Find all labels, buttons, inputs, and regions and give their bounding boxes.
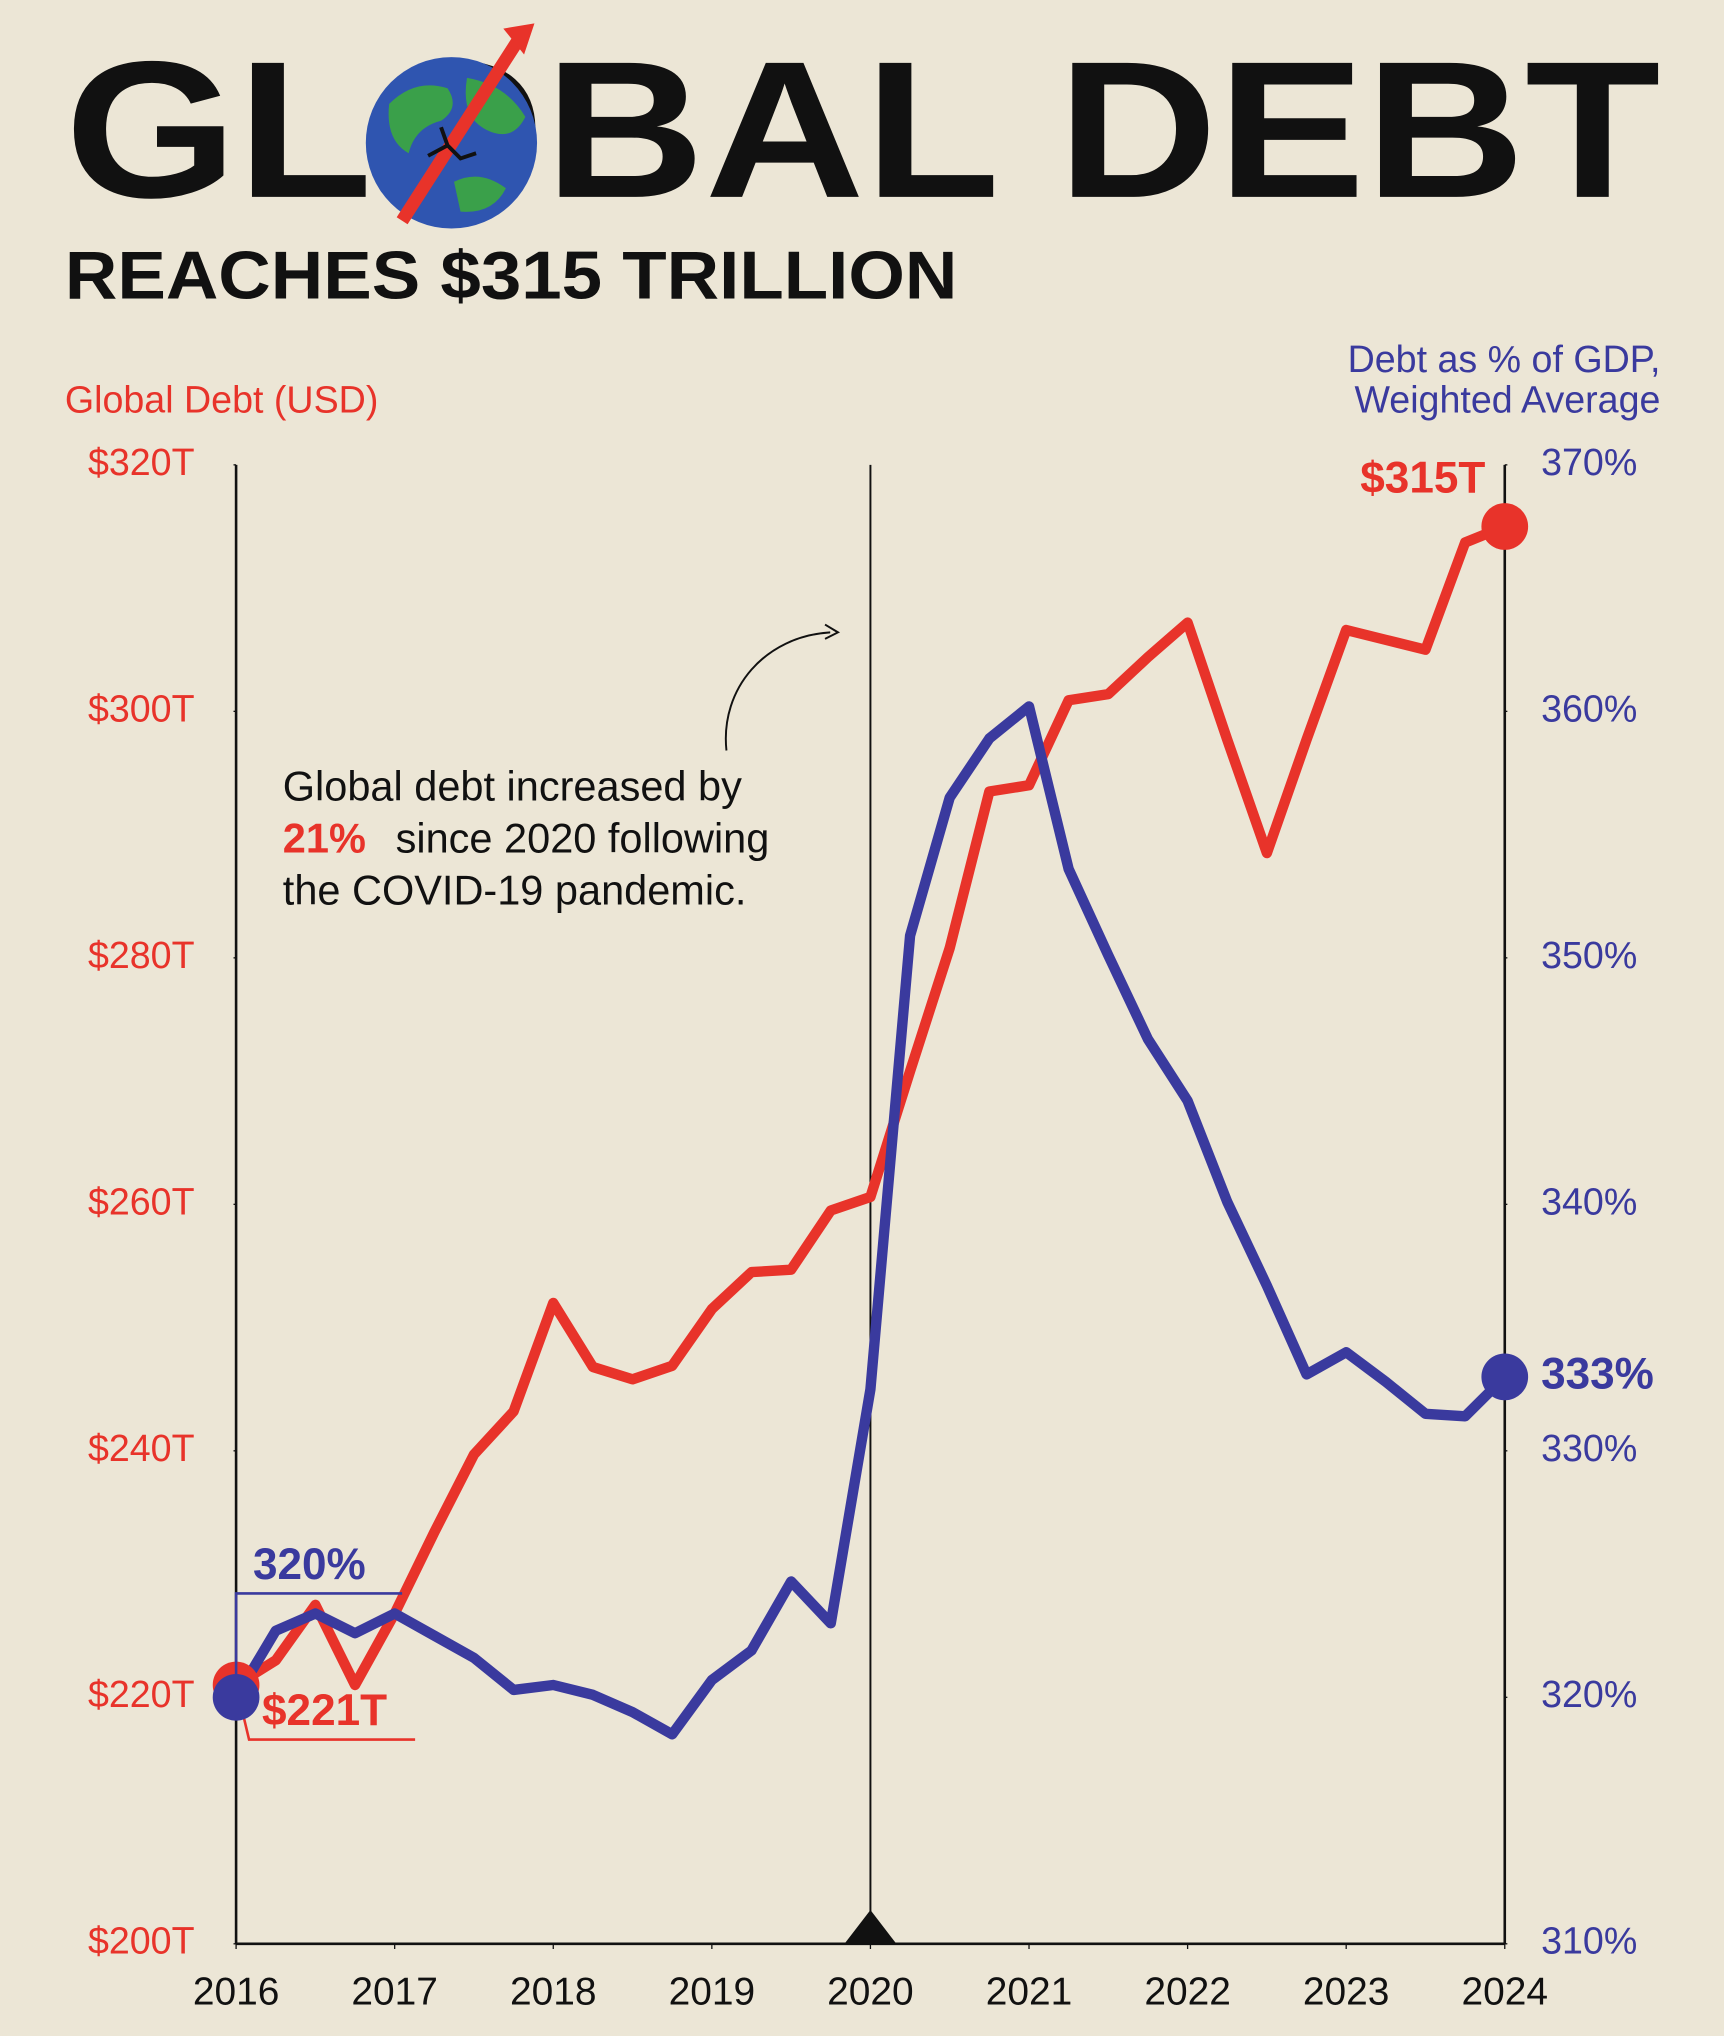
x-tick-label: 2017 (351, 1971, 438, 2014)
y2-tick-label: 360% (1541, 687, 1637, 729)
end-point (1481, 1353, 1529, 1401)
y2-axis-label: Weighted Average (1354, 378, 1660, 420)
y-tick-label: $200T (88, 1920, 195, 1962)
y-axis-label: Global Debt (USD) (65, 378, 378, 420)
y2-tick-label: 320% (1541, 1673, 1637, 1715)
y2-tick-label: 350% (1541, 934, 1637, 976)
annotation: the COVID-19 pandemic. (283, 866, 747, 913)
value-label: $315T (1360, 454, 1485, 503)
y2-tick-label: 370% (1541, 441, 1637, 483)
y-tick-label: $320T (88, 441, 195, 483)
x-tick-label: 2016 (193, 1971, 280, 2014)
reference-marker (844, 1910, 897, 1944)
x-tick-label: 2019 (669, 1971, 756, 2014)
annotation-highlight: 21% (283, 814, 366, 861)
annotation-arrow (824, 623, 841, 640)
x-tick-label: 2018 (510, 1971, 597, 2014)
annotation: Global debt increased by (283, 762, 742, 809)
value-label: 333% (1541, 1350, 1654, 1399)
x-tick-label: 2024 (1461, 1971, 1548, 2014)
label-leader (234, 1592, 403, 1698)
annotation-arrow (724, 631, 831, 751)
data-line (231, 701, 1509, 1740)
y-tick-label: $280T (88, 934, 195, 976)
x-tick-label: 2020 (827, 1971, 914, 2014)
value-label: 320% (253, 1540, 366, 1589)
x-tick-label: 2023 (1303, 1971, 1390, 2014)
data-line (233, 521, 1507, 1691)
end-point (1481, 503, 1529, 550)
y2-tick-label: 330% (1541, 1427, 1637, 1469)
chart-title: GLOBAL DEBT (65, 22, 1661, 239)
y-tick-label: $240T (88, 1427, 195, 1469)
globe-icon (365, 23, 538, 229)
x-tick-label: 2021 (986, 1971, 1073, 2014)
annotation: since 2020 following (396, 814, 770, 861)
chart-subtitle: REACHES $315 TRILLION (65, 238, 957, 313)
value-label: $221T (262, 1686, 387, 1735)
x-tick-label: 2022 (1144, 1971, 1231, 2014)
y-tick-label: $220T (88, 1673, 195, 1715)
y2-tick-label: 310% (1541, 1920, 1637, 1962)
y-tick-label: $300T (88, 687, 195, 729)
y-tick-label: $260T (88, 1180, 195, 1222)
y2-tick-label: 340% (1541, 1180, 1637, 1222)
y2-axis-label: Debt as % of GDP, (1348, 338, 1661, 380)
